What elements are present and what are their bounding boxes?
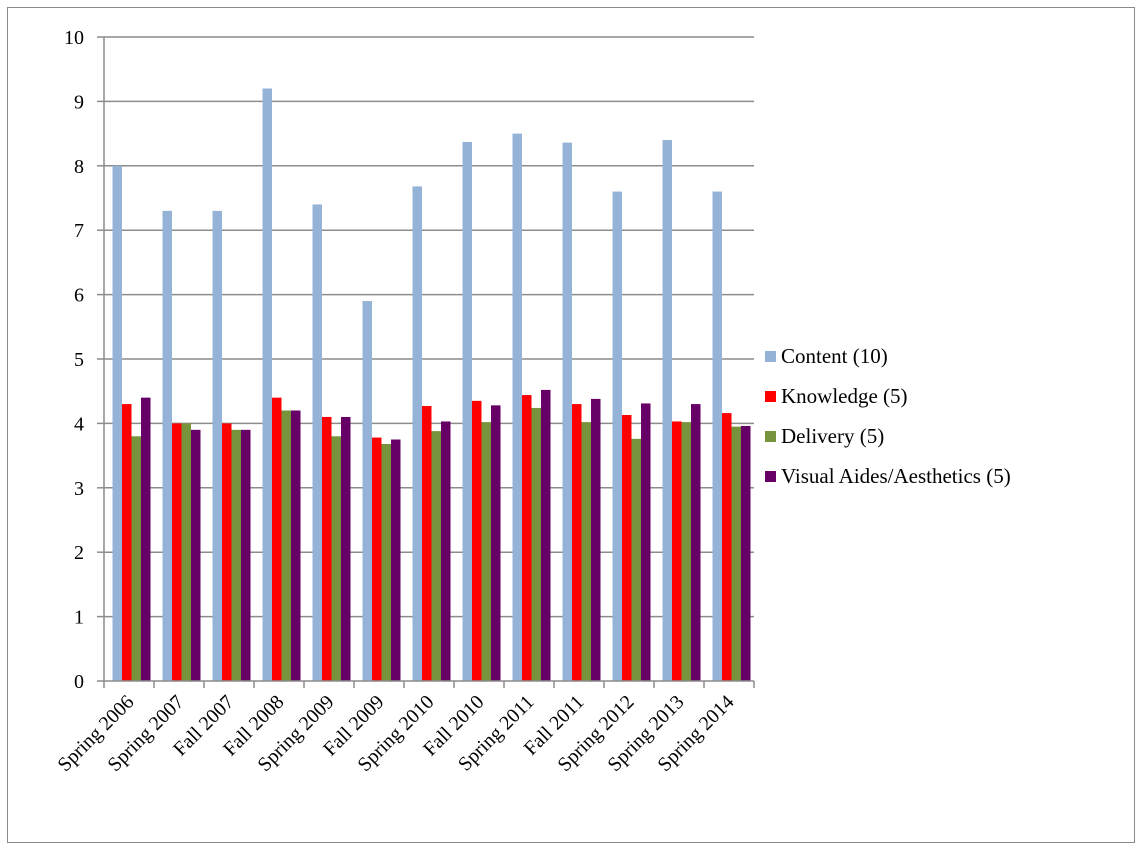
axes <box>97 36 755 688</box>
y-tick-label: 7 <box>74 220 84 242</box>
bar <box>562 142 572 682</box>
bar <box>522 395 532 681</box>
bar <box>641 403 651 681</box>
bar <box>722 413 732 681</box>
legend-label: Visual Aides/Aesthetics (5) <box>781 464 1011 488</box>
bar <box>181 423 191 681</box>
bar <box>681 422 691 681</box>
bar <box>472 400 482 681</box>
bar <box>491 405 501 681</box>
y-tick-label: 10 <box>64 27 84 49</box>
bar <box>272 397 282 681</box>
bar <box>312 204 322 681</box>
y-tick-label: 4 <box>74 413 84 435</box>
bar <box>481 422 491 681</box>
legend-label: Content (10) <box>781 344 888 368</box>
legend-swatch <box>765 431 776 442</box>
legend-label: Delivery (5) <box>781 424 884 448</box>
bar <box>431 431 441 681</box>
legend-swatch <box>765 471 776 482</box>
bar <box>462 141 472 682</box>
bar <box>622 415 632 681</box>
y-tick-label: 5 <box>74 349 84 371</box>
bar <box>162 210 172 681</box>
bar <box>172 423 182 681</box>
bar <box>381 444 391 681</box>
legend: Content (10) Knowledge (5) Delivery (5) Vis… <box>765 344 1011 488</box>
y-tick-label: 3 <box>74 478 84 500</box>
bar <box>231 429 241 681</box>
bar <box>412 186 422 681</box>
bar <box>612 191 622 681</box>
bar <box>672 421 682 681</box>
y-tick-labels: 0 1 2 3 4 5 6 7 8 9 10 <box>64 27 84 693</box>
bar <box>222 423 232 681</box>
bar <box>741 425 751 681</box>
bar <box>572 404 582 681</box>
bar <box>262 88 272 681</box>
bar <box>362 301 372 681</box>
bar <box>541 389 551 681</box>
bar <box>372 437 382 681</box>
bar <box>212 210 222 681</box>
bar <box>691 404 701 681</box>
y-tick-label: 0 <box>74 671 84 693</box>
y-tick-label: 9 <box>74 91 84 113</box>
bar <box>512 133 522 682</box>
legend-label: Knowledge (5) <box>781 384 908 408</box>
bar <box>241 429 251 681</box>
chart-frame: 0 1 2 3 4 5 6 7 8 9 10 Spring 2006 Spring 2007 Fall … <box>7 7 1135 843</box>
bar <box>391 439 401 681</box>
y-tick-label: 1 <box>74 607 84 629</box>
y-tick-label: 6 <box>74 285 84 307</box>
legend-swatch <box>765 351 776 362</box>
bar <box>141 397 151 681</box>
bar <box>531 407 541 681</box>
bar <box>341 416 351 681</box>
y-tick-label: 8 <box>74 156 84 178</box>
bar <box>662 140 672 682</box>
bar <box>441 421 451 681</box>
bar <box>712 191 722 681</box>
bar <box>131 436 141 681</box>
bar <box>112 165 122 682</box>
y-tick-label: 2 <box>74 542 84 564</box>
bar <box>331 436 341 681</box>
bar <box>291 410 301 681</box>
bar <box>122 404 132 681</box>
bar <box>591 398 601 681</box>
bar <box>281 410 291 681</box>
bar <box>322 416 332 681</box>
bars <box>112 88 751 682</box>
bar <box>631 438 641 681</box>
bar <box>191 429 201 681</box>
bar <box>422 406 432 681</box>
bar <box>581 422 591 681</box>
bar <box>731 426 741 681</box>
legend-swatch <box>765 391 776 402</box>
gridlines <box>104 36 754 618</box>
